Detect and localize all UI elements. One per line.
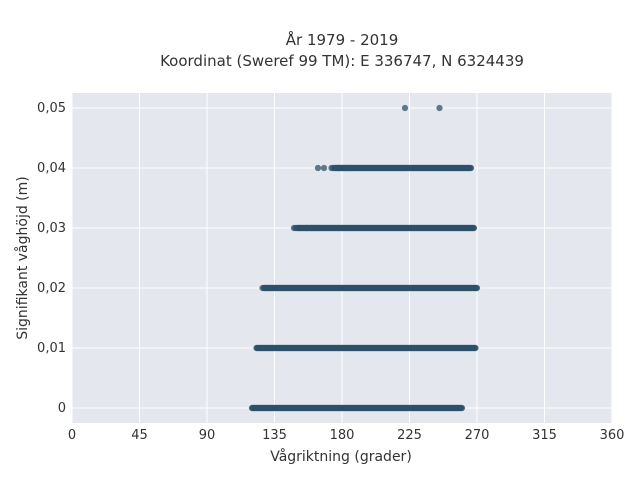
data-point [436,104,443,112]
y-tick-label: 0,01 [37,341,66,356]
data-point [353,164,361,172]
data-point [347,164,355,172]
x-tick-label: 90 [199,428,216,443]
data-point [467,164,475,172]
x-tick-label: 270 [465,428,490,443]
data-point [314,164,322,172]
data-point [472,344,479,352]
data-point [458,404,466,412]
data-point [361,164,368,172]
chart-subtitle: Koordinat (Sweref 99 TM): E 336747, N 63… [160,52,524,70]
data-point [314,224,322,232]
x-tick-label: 315 [532,428,557,443]
chart-title: År 1979 - 2019 [286,30,399,49]
data-point [398,164,406,172]
data-point [320,164,328,172]
y-tick-label: 0,03 [37,221,66,236]
x-axis-label: Vågriktning (grader) [270,448,412,465]
y-tick-label: 0,05 [37,101,66,116]
data-points [248,104,481,412]
data-point [470,224,478,232]
y-tick-label: 0 [58,401,66,416]
y-axis-label: Signifikant våghöjd (m) [14,176,31,339]
data-point [259,284,266,292]
data-point [473,284,481,292]
x-tick-label: 135 [262,428,287,443]
x-tick-label: 360 [600,428,625,443]
data-point [329,164,337,172]
x-tick-label: 225 [397,428,422,443]
y-tick-label: 0,02 [37,281,66,296]
data-point [335,164,343,172]
data-point [401,104,409,112]
x-tick-label: 180 [330,428,355,443]
data-point [292,224,299,232]
x-tick-label: 45 [131,428,148,443]
x-axis-ticks: 0 45 90 135 180 225 270 315 360 [68,428,625,443]
data-point [302,224,310,232]
y-tick-label: 0,04 [37,161,66,176]
y-axis-ticks: 0 0,01 0,02 0,03 0,04 0,05 [37,101,66,416]
x-tick-label: 0 [68,428,76,443]
